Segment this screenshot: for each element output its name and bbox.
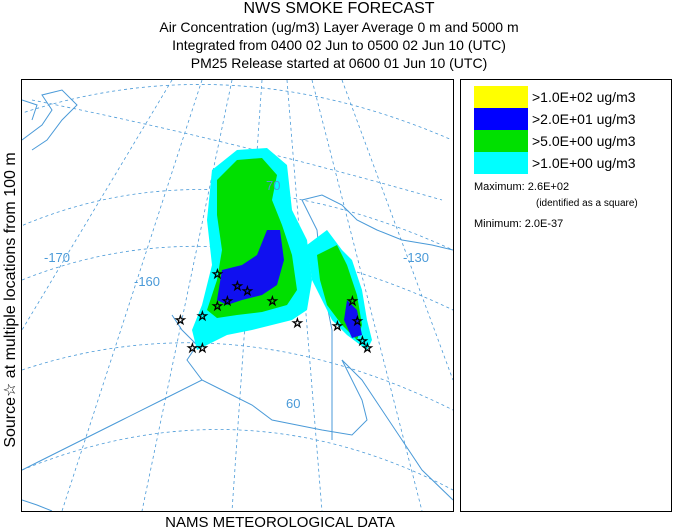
- lon-label-130: -130: [403, 250, 429, 265]
- minimum-value: Minimum: 2.0E-37: [474, 218, 564, 230]
- source-star: ☆: [232, 279, 243, 293]
- lon-label-170: -170: [44, 250, 70, 265]
- legend-label: >1.0E+00 ug/m3: [532, 155, 636, 171]
- source-star: ☆: [197, 341, 208, 355]
- source-markers: ☆ ☆ ☆ ☆ ☆ ☆ ☆ ☆ ☆ ☆ ☆ ☆ ☆ ☆ ☆ ☆: [175, 267, 374, 356]
- legend-swatch-yellow: [474, 86, 528, 108]
- aleutian-chain: [22, 379, 203, 471]
- legend-swatch-green: [474, 130, 528, 152]
- lon-line-180: [22, 80, 173, 331]
- source-star: ☆: [292, 316, 303, 330]
- chukotka-coast: [22, 89, 78, 151]
- source-star: ☆: [357, 334, 368, 348]
- legend-label: >1.0E+02 ug/m3: [532, 89, 636, 105]
- legend-label: >5.0E+00 ug/m3: [532, 133, 636, 149]
- legend-panel: >1.0E+02 ug/m3 >2.0E+01 ug/m3 >5.0E+00 u…: [460, 79, 672, 512]
- source-star: ☆: [267, 294, 278, 308]
- concentration-subtitle: Air Concentration (ug/m3) Layer Average …: [159, 19, 519, 35]
- legend-label: >2.0E+01 ug/m3: [532, 111, 636, 127]
- maximum-note: (identified as a square): [536, 198, 638, 209]
- source-star: ☆: [362, 341, 373, 355]
- lon-line-160: [141, 80, 233, 511]
- legend-row-5: >5.0E+00 ug/m3: [474, 130, 664, 152]
- lon-line-120: [341, 80, 453, 381]
- source-star: ☆: [175, 313, 186, 327]
- source-star: ☆: [332, 319, 343, 333]
- source-star: ☆: [222, 294, 233, 308]
- maximum-value: Maximum: 2.6E+02: [474, 181, 570, 193]
- source-star: ☆: [197, 309, 208, 323]
- legend-row-20: >2.0E+01 ug/m3: [474, 108, 664, 130]
- lon-line-170: [61, 80, 203, 511]
- forecast-title: NWS SMOKE FORECAST: [243, 0, 435, 17]
- source-star: ☆: [242, 284, 253, 298]
- siberia-coast: [22, 99, 38, 121]
- lat-line-55: [22, 429, 453, 491]
- source-star: ☆: [352, 314, 363, 328]
- legend-row-100: >1.0E+02 ug/m3: [474, 86, 664, 108]
- release-time: PM25 Release started at 0600 01 Jun 10 (…: [190, 55, 488, 71]
- source-label: Source☆ at multiple locations from 100 m: [2, 152, 19, 448]
- plume-blue-west: [217, 230, 284, 305]
- map-canvas: ☆ ☆ ☆ ☆ ☆ ☆ ☆ ☆ ☆ ☆ ☆ ☆ ☆ ☆ ☆ ☆ -170 -16…: [22, 80, 453, 511]
- source-star: ☆: [347, 294, 358, 308]
- arctic-coast-canada: [301, 194, 453, 251]
- lat-line-60: [22, 342, 453, 411]
- legend-swatch-blue: [474, 108, 528, 130]
- data-source-footer: NAMS METEOROLOGICAL DATA: [165, 514, 395, 531]
- lat-line-80: [22, 84, 453, 141]
- source-star: ☆: [212, 299, 223, 313]
- lat-line-75: [31, 99, 443, 201]
- plume-blue-east: [344, 300, 362, 338]
- lon-line-130: [311, 80, 423, 511]
- panhandle-coast: [341, 359, 453, 501]
- smoke-plume: [192, 148, 372, 350]
- smoke-map: ☆ ☆ ☆ ☆ ☆ ☆ ☆ ☆ ☆ ☆ ☆ ☆ ☆ ☆ ☆ ☆ -170 -16…: [21, 79, 454, 512]
- integration-period: Integrated from 0400 02 Jun to 0500 02 J…: [172, 37, 506, 53]
- alaska-south-coast: [171, 314, 368, 436]
- lat-label-70: 70: [266, 178, 280, 193]
- source-star: ☆: [187, 341, 198, 355]
- bottom-islands: [22, 499, 53, 511]
- legend-row-1: >1.0E+00 ug/m3: [474, 152, 664, 174]
- source-star: ☆: [212, 267, 223, 281]
- legend-swatch-cyan: [474, 152, 528, 174]
- lon-label-160: -160: [134, 274, 160, 289]
- lat-label-60: 60: [286, 396, 300, 411]
